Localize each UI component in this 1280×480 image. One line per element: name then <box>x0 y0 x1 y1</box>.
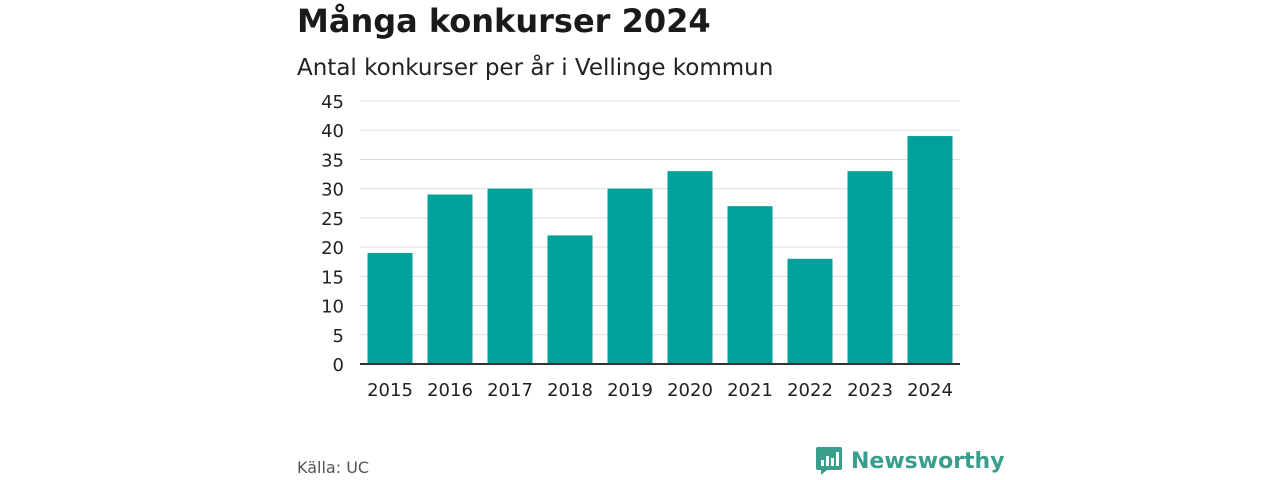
bar-2017 <box>487 188 533 364</box>
bar-2022 <box>787 258 833 364</box>
x-tick-label: 2020 <box>667 380 713 401</box>
chart-title: Många konkurser 2024 <box>297 2 711 40</box>
y-tick-label: 15 <box>321 267 344 288</box>
x-tick-label: 2022 <box>787 380 833 401</box>
x-tick-label: 2023 <box>847 380 893 401</box>
chart-subtitle: Antal konkurser per år i Vellinge kommun <box>297 55 774 81</box>
y-tick-label: 40 <box>321 121 344 142</box>
x-tick-label: 2017 <box>487 380 533 401</box>
brand-logo: Newsworthy <box>815 445 1005 477</box>
bar-2018 <box>547 235 593 364</box>
bar-2023 <box>847 171 893 364</box>
x-tick-label: 2016 <box>427 380 473 401</box>
y-tick-label: 30 <box>321 180 344 201</box>
y-tick-label: 35 <box>321 150 344 171</box>
bar-2021 <box>727 206 773 364</box>
x-tick-label: 2021 <box>727 380 773 401</box>
y-tick-label: 25 <box>321 209 344 230</box>
y-tick-label: 20 <box>321 238 344 259</box>
bar-2015 <box>367 252 413 364</box>
x-tick-label: 2018 <box>547 380 593 401</box>
y-tick-label: 0 <box>333 355 344 376</box>
bar-2019 <box>607 188 653 364</box>
y-tick-label: 45 <box>321 92 344 113</box>
brand-name: Newsworthy <box>851 448 1005 474</box>
x-tick-label: 2019 <box>607 380 653 401</box>
bar-2016 <box>427 194 473 364</box>
y-tick-label: 5 <box>333 326 344 347</box>
bar-chart-logo-icon <box>816 447 842 475</box>
x-tick-label: 2015 <box>367 380 413 401</box>
x-tick-label: 2024 <box>907 380 953 401</box>
y-tick-label: 10 <box>321 297 344 318</box>
bar-2024 <box>907 136 953 364</box>
source-note: Källa: UC <box>297 458 370 477</box>
bar-2020 <box>667 171 713 364</box>
